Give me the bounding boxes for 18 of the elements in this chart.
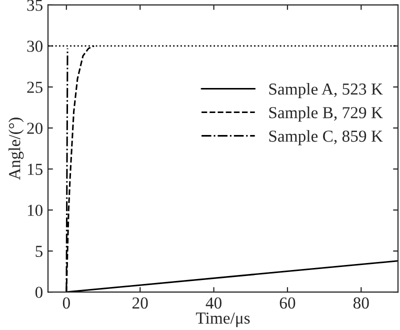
legend-label: Sample C, 859 K (269, 130, 383, 146)
y-tick-label: 5 (36, 246, 42, 257)
y-axis-title: Angle/(°) (8, 118, 24, 180)
y-tick-label: 35 (27, 0, 42, 11)
y-tick-label: 0 (35, 286, 43, 298)
y-tick-label: 20 (27, 122, 43, 134)
y-tick-label: 25 (27, 82, 42, 93)
y-tick-label: 15 (28, 164, 42, 175)
x-tick-label: 20 (132, 297, 148, 309)
y-tick-label: 10 (28, 204, 43, 216)
x-tick-label: 60 (280, 297, 296, 309)
legend-label: Sample A, 523 K (269, 82, 383, 98)
y-tick-label: 30 (27, 40, 43, 52)
x-axis-title: Time/μs (196, 312, 250, 328)
x-tick-label: 80 (353, 297, 369, 309)
x-tick-label: 40 (206, 297, 222, 309)
x-tick-label: 0 (62, 297, 70, 309)
legend-label: Sample B, 729 K (269, 106, 383, 122)
